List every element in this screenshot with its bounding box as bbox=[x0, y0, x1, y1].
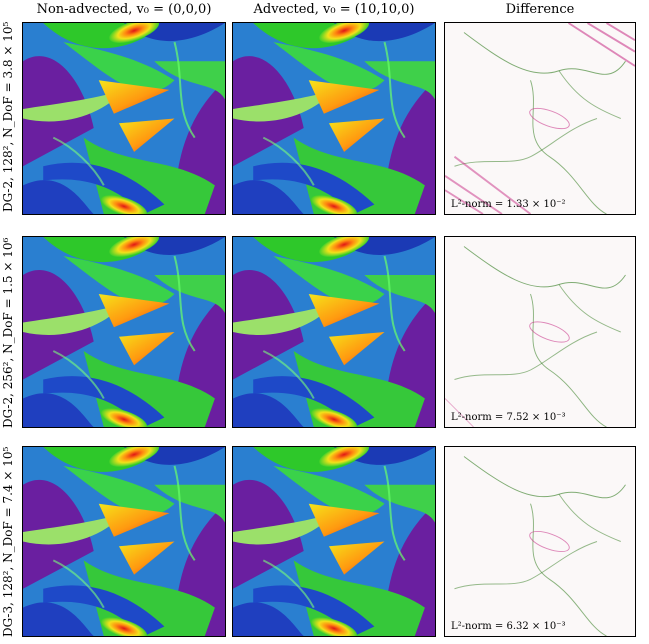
panel-row1-advected bbox=[232, 22, 436, 215]
column-title-difference: Difference bbox=[505, 2, 575, 17]
l2-norm-row2: L²-norm = 7.52 × 10⁻³ bbox=[451, 412, 566, 423]
panel-row2-non-advected bbox=[22, 236, 226, 428]
l2-norm-row1: L²-norm = 1.33 × 10⁻² bbox=[451, 199, 566, 210]
panel-row3-advected bbox=[232, 446, 436, 637]
panel-row1-non-advected bbox=[22, 22, 226, 215]
row-label-dg2-128: DG-2, 128², N_DoF = 3.8 × 10⁵ bbox=[1, 21, 15, 212]
l2-norm-row3: L²-norm = 6.32 × 10⁻³ bbox=[451, 621, 566, 632]
row-label-dg3-128: DG-3, 128², N_DoF = 7.4 × 10⁵ bbox=[1, 446, 15, 637]
panel-row3-difference: L²-norm = 6.32 × 10⁻³ bbox=[444, 446, 636, 637]
panel-row1-difference: L²-norm = 1.33 × 10⁻² bbox=[444, 22, 636, 215]
row-label-dg2-256: DG-2, 256², N_DoF = 1.5 × 10⁶ bbox=[1, 237, 15, 428]
column-title-advected: Advected, v₀ = (10,10,0) bbox=[253, 2, 415, 17]
panel-row2-advected bbox=[232, 236, 436, 428]
column-title-non-advected: Non-advected, v₀ = (0,0,0) bbox=[36, 2, 212, 17]
panel-row3-non-advected bbox=[22, 446, 226, 637]
panel-row2-difference: L²-norm = 7.52 × 10⁻³ bbox=[444, 236, 636, 428]
